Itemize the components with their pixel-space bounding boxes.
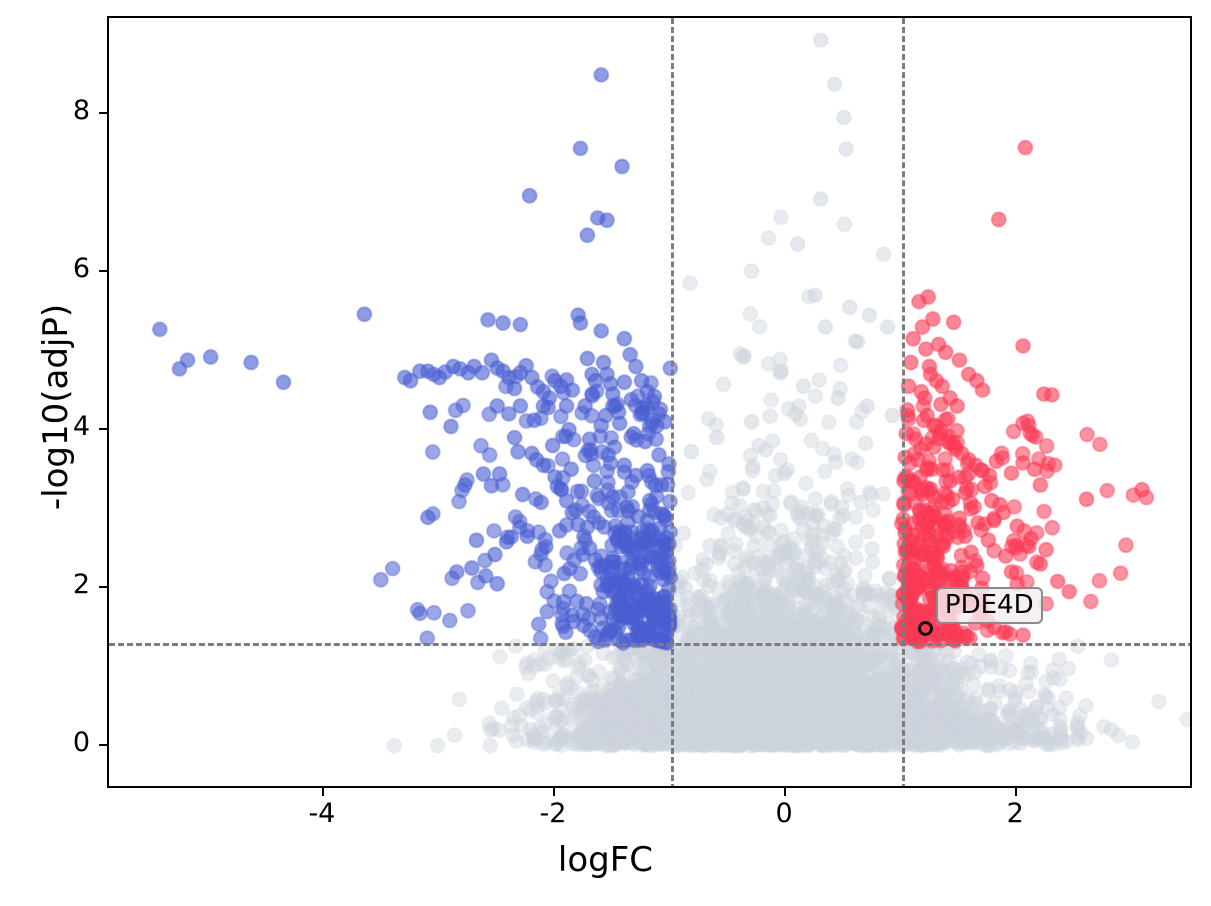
- y-tick-label: 0: [72, 726, 90, 758]
- y-axis-title: -log10(adjP): [36, 303, 76, 511]
- y-tick-label: 2: [72, 568, 90, 600]
- y-tick-mark: [99, 269, 107, 272]
- x-tick-label: -4: [308, 798, 336, 829]
- highlighted-gene-marker[interactable]: [918, 621, 934, 637]
- x-tick-mark: [1015, 788, 1018, 796]
- x-tick-label: -2: [539, 798, 567, 829]
- x-tick-mark: [553, 788, 556, 796]
- x-tick-mark: [321, 788, 324, 796]
- y-tick-mark: [99, 585, 107, 588]
- x-tick-label: 0: [775, 798, 793, 829]
- y-tick-label: 4: [72, 410, 90, 442]
- threshold-line-logfc-negative: [670, 18, 674, 786]
- x-axis-title: logFC: [557, 840, 654, 880]
- y-tick-mark: [99, 427, 107, 430]
- scatter-points-layer: [109, 18, 1190, 786]
- y-axis-title-wrapper: -log10(adjP): [36, 21, 76, 793]
- y-tick-mark: [99, 743, 107, 746]
- x-tick-mark: [784, 788, 787, 796]
- gene-annotation-label: PDE4D: [935, 586, 1043, 624]
- threshold-line-pvalue: [109, 643, 1190, 647]
- y-tick-label: 8: [72, 94, 90, 126]
- plot-area: PDE4D: [107, 16, 1192, 788]
- y-tick-label: 6: [72, 252, 90, 284]
- y-tick-mark: [99, 111, 107, 114]
- x-tick-label: 2: [1006, 798, 1024, 829]
- threshold-line-logfc-positive: [901, 18, 905, 786]
